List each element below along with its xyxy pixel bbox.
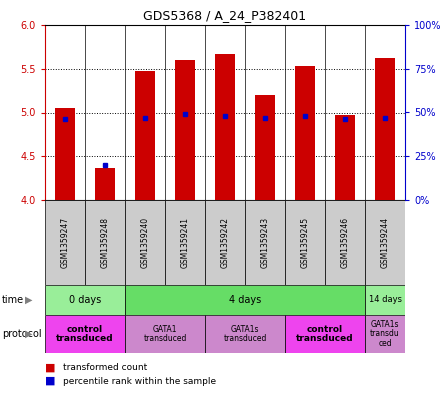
Text: GATA1s
transduced: GATA1s transduced xyxy=(224,325,267,343)
Text: GATA1
transduced: GATA1 transduced xyxy=(143,325,187,343)
Bar xyxy=(375,58,395,200)
Bar xyxy=(125,315,205,353)
Text: control
transduced: control transduced xyxy=(56,325,114,343)
Bar xyxy=(165,200,205,285)
Text: transformed count: transformed count xyxy=(62,364,147,373)
Bar xyxy=(335,115,355,200)
Bar xyxy=(125,200,165,285)
Text: GSM1359247: GSM1359247 xyxy=(61,217,70,268)
Bar xyxy=(125,285,365,315)
Bar xyxy=(245,200,285,285)
Bar xyxy=(85,200,125,285)
Bar xyxy=(295,66,315,200)
Bar xyxy=(175,60,195,200)
Bar xyxy=(255,95,275,200)
Bar xyxy=(325,200,365,285)
Text: ■: ■ xyxy=(45,363,55,373)
Text: 14 days: 14 days xyxy=(369,296,402,305)
Text: GSM1359245: GSM1359245 xyxy=(301,217,309,268)
Bar xyxy=(365,315,405,353)
Bar xyxy=(205,200,245,285)
Bar xyxy=(215,54,235,200)
Text: GSM1359243: GSM1359243 xyxy=(260,217,269,268)
Text: GSM1359241: GSM1359241 xyxy=(180,217,190,268)
Bar xyxy=(285,315,365,353)
Text: GSM1359248: GSM1359248 xyxy=(100,217,110,268)
Text: 0 days: 0 days xyxy=(69,295,101,305)
Bar xyxy=(365,200,405,285)
Text: GSM1359244: GSM1359244 xyxy=(381,217,389,268)
Bar xyxy=(135,72,155,200)
Bar xyxy=(285,200,325,285)
Text: GATA1s
transdu
ced: GATA1s transdu ced xyxy=(370,320,400,348)
Text: GSM1359240: GSM1359240 xyxy=(140,217,150,268)
Bar xyxy=(45,315,125,353)
Text: 4 days: 4 days xyxy=(229,295,261,305)
Title: GDS5368 / A_24_P382401: GDS5368 / A_24_P382401 xyxy=(143,9,307,22)
Text: GSM1359242: GSM1359242 xyxy=(220,217,230,268)
Bar xyxy=(205,315,285,353)
Text: control
transduced: control transduced xyxy=(296,325,354,343)
Text: ▶: ▶ xyxy=(25,295,33,305)
Text: protocol: protocol xyxy=(2,329,42,339)
Bar xyxy=(95,168,115,200)
Text: time: time xyxy=(2,295,24,305)
Text: percentile rank within the sample: percentile rank within the sample xyxy=(62,376,216,386)
Text: GSM1359246: GSM1359246 xyxy=(341,217,349,268)
Bar xyxy=(45,200,85,285)
Bar xyxy=(365,285,405,315)
Bar xyxy=(45,285,125,315)
Bar xyxy=(55,108,75,200)
Text: ▶: ▶ xyxy=(25,329,33,339)
Text: ■: ■ xyxy=(45,376,55,386)
